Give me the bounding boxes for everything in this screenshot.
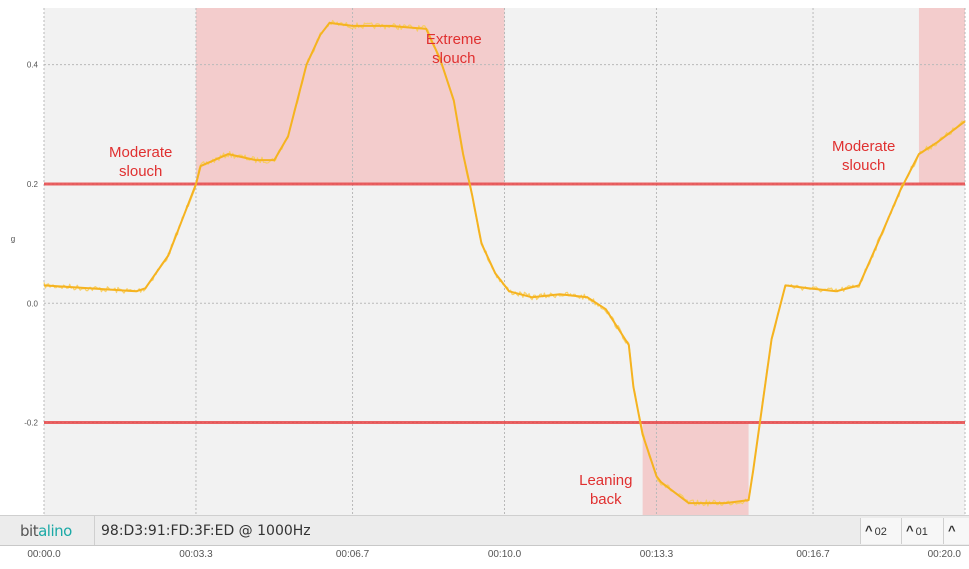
ann-moderate-right-line-1: Moderate bbox=[832, 138, 895, 155]
ann-extreme-line-1: Extreme bbox=[426, 31, 482, 48]
chevron-up-icon: ^ bbox=[865, 523, 873, 538]
signal-line-1 bbox=[43, 21, 966, 505]
channel-02-toggle-button[interactable]: ^ 02 bbox=[860, 518, 901, 544]
bitalino-logo: bitalino bbox=[20, 522, 72, 540]
y-tick-label-1: 0.4 bbox=[27, 61, 39, 70]
x-tick-label-6: 00:16.7 bbox=[796, 549, 830, 560]
x-tick-label-1: 00:00.0 bbox=[27, 549, 61, 560]
device-status-bar: bitalino 98:D3:91:FD:3F:ED @ 1000Hz ^ 02 … bbox=[0, 515, 969, 546]
ann-moderate-right-line-2: slouch bbox=[842, 157, 885, 174]
ann-leaning-line-1: Leaning bbox=[579, 472, 632, 489]
y-tick-label-4: -0.2 bbox=[24, 419, 38, 428]
y-tick-label-3: 0.0 bbox=[27, 299, 39, 308]
channel-01-toggle-button[interactable]: ^ 01 bbox=[901, 518, 943, 544]
signal-chart: 0.4 0.2 0.0 -0.2 g Moderate slouch Extreme slouc… bbox=[11, 8, 966, 515]
highlight-region-3 bbox=[642, 422, 749, 515]
chevron-up-icon: ^ bbox=[948, 523, 956, 538]
chevron-up-icon: ^ bbox=[906, 523, 914, 538]
device-label: 98:D3:91:FD:3F:ED @ 1000Hz bbox=[94, 516, 311, 546]
y-axis-label: g bbox=[11, 235, 15, 244]
highlight-region-1 bbox=[195, 8, 353, 184]
ann-extreme-line-2: slouch bbox=[432, 50, 475, 67]
channel-toggle-button[interactable]: ^ bbox=[943, 518, 969, 544]
x-tick-label-5: 00:13.3 bbox=[639, 549, 674, 560]
ann-leaning-line-2: back bbox=[590, 491, 622, 508]
ann-moderate-left-line-2: slouch bbox=[119, 163, 162, 180]
ann-moderate-left-line-1: Moderate bbox=[109, 144, 172, 161]
x-tick-label-2: 00:03.3 bbox=[179, 549, 213, 560]
time-axis: 00:00.0 00:03.3 00:06.7 00:10.0 00:13.3 00:16… bbox=[0, 545, 969, 569]
highlight-region-4 bbox=[918, 8, 965, 184]
x-tick-label-7: 00:20.0 bbox=[927, 549, 961, 560]
x-tick-label-3: 00:06.7 bbox=[335, 549, 370, 560]
highlight-region-2 bbox=[352, 8, 505, 184]
x-tick-label-4: 00:10.0 bbox=[487, 549, 522, 560]
y-tick-label-2: 0.2 bbox=[27, 180, 39, 189]
